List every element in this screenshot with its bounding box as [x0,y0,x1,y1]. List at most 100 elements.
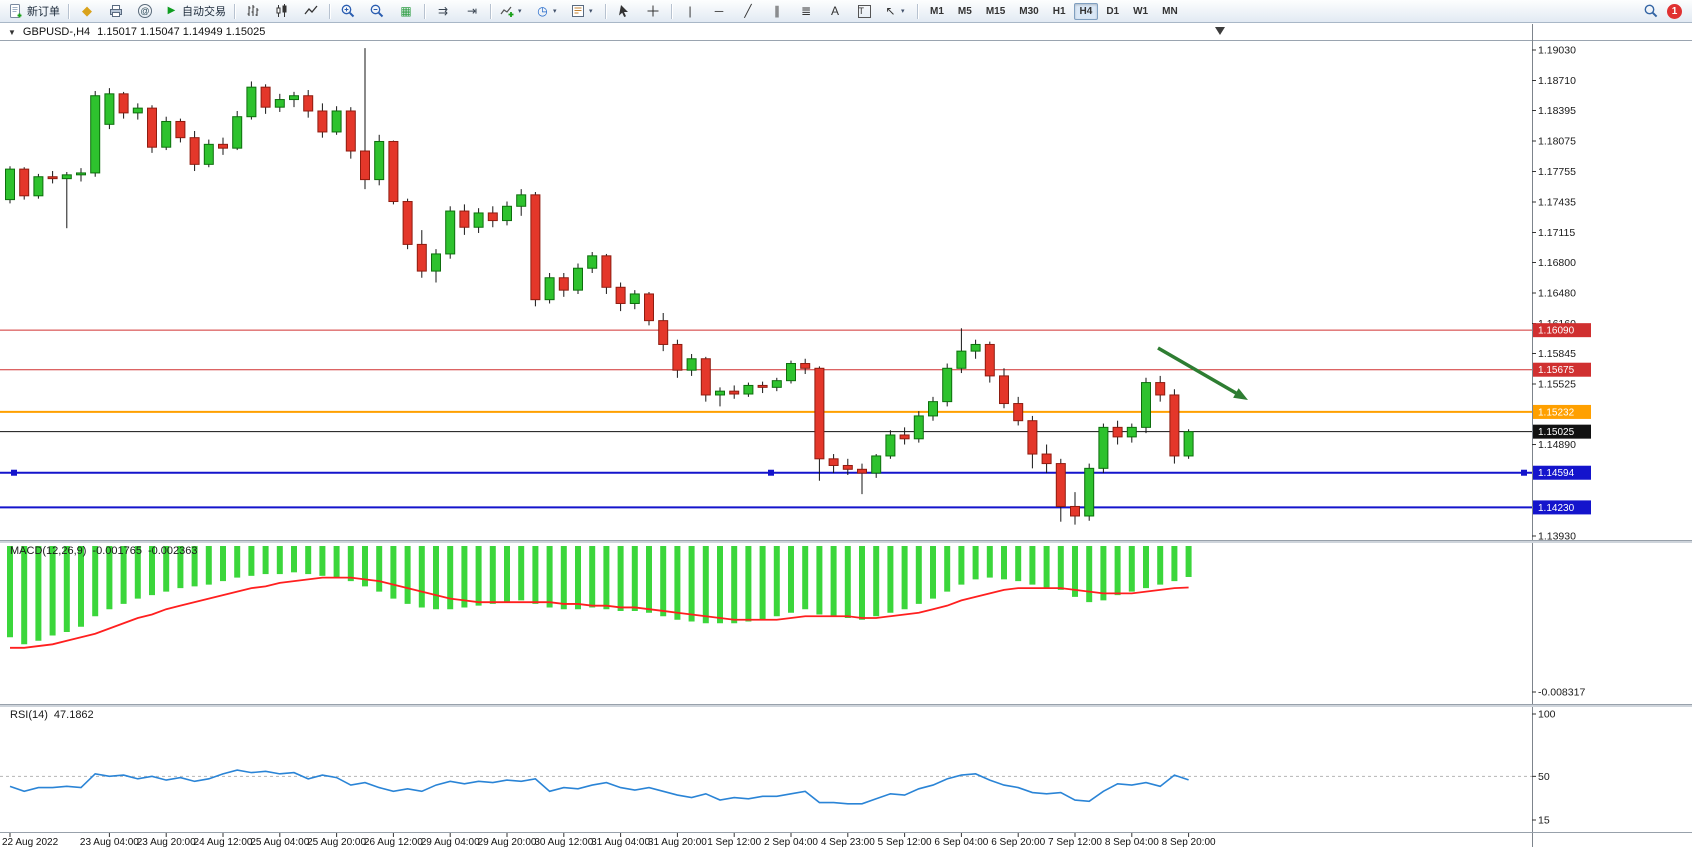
macd-value-main: -0.001765 [92,545,142,557]
price-tag [1533,323,1591,338]
bar-chart-button[interactable] [239,0,267,22]
trendline-button[interactable]: ╱ [734,0,762,22]
macd-signal-line [10,576,1189,649]
text-tool-button[interactable]: A [821,0,849,22]
auto-scroll-button[interactable]: ⇉ [429,0,457,22]
expert-advisors-button[interactable]: @ [131,0,159,22]
svg-text:1.17755: 1.17755 [1538,166,1576,178]
text-label-button[interactable]: T [850,0,878,22]
timeframe-button-h4[interactable]: H4 [1073,2,1099,20]
line-chart-icon [304,5,318,15]
rsi-value: 47.1862 [53,709,94,721]
chart-shift-marker[interactable] [1215,27,1225,35]
new-order-button[interactable]: 新订单 [4,0,64,22]
svg-text:7 Sep 12:00: 7 Sep 12:00 [1048,837,1102,847]
chart-title-bar: ▼ GBPUSD-,H4 1.15017 1.15047 1.14949 1.1… [8,26,265,38]
pane-separator[interactable] [0,704,1692,707]
fibonacci-button[interactable]: ≣ [792,0,820,22]
search-icon[interactable] [1643,3,1659,19]
toolbar-separator [671,3,672,19]
price-tag [1533,404,1591,419]
svg-text:6 Sep 20:00: 6 Sep 20:00 [991,837,1045,847]
svg-text:1 Sep 12:00: 1 Sep 12:00 [707,837,761,847]
timeframe-button-m15[interactable]: M15 [985,5,1006,17]
collapse-arrow-icon[interactable]: ▼ [8,27,16,37]
add-indicator-button[interactable]: ▾ [495,0,530,22]
zoom-in-button[interactable] [334,0,362,22]
zoom-out-button[interactable] [363,0,391,22]
expert-advisors-icon: @ [138,4,152,18]
autotrading-icon: ▶ [167,5,176,16]
candlestick-chart-button[interactable] [268,0,296,22]
print-icon [110,5,122,17]
svg-text:-0.008317: -0.008317 [1538,687,1585,699]
line-handle [768,469,774,476]
svg-text:1.18710: 1.18710 [1538,75,1576,87]
cursor-button[interactable] [610,0,638,22]
svg-text:1.14230: 1.14230 [1538,503,1575,514]
bar-chart-icon [247,5,259,16]
timeframe-button-d1[interactable]: D1 [1106,5,1120,17]
timeframe-button-mn[interactable]: MN [1162,5,1178,17]
cursor-icon [619,5,628,17]
equidistant-channel-button[interactable]: ∥ [763,0,791,22]
svg-text:1.16480: 1.16480 [1538,288,1576,300]
tile-windows-button[interactable]: ▦ [392,0,420,22]
svg-text:25 Aug 20:00: 25 Aug 20:00 [307,837,366,847]
vertical-line-button[interactable]: | [676,0,704,22]
svg-text:23 Aug 04:00: 23 Aug 04:00 [80,837,139,847]
line-chart-button[interactable] [297,0,325,22]
svg-text:2 Sep 04:00: 2 Sep 04:00 [764,837,818,847]
price-tag [1533,465,1591,480]
candlesticks [5,48,1194,525]
mql5-button[interactable]: ◆ [73,0,101,22]
autotrading-label: 自动交易 [182,6,226,18]
arrows-tool-button[interactable]: ↖ ▾ [879,0,913,22]
timeframe-button-m30[interactable]: M30 [1019,5,1039,17]
toolbar-separator [329,3,330,19]
periods-button[interactable]: ◷ ▾ [531,0,565,22]
timeframe-button-m5[interactable]: M5 [957,5,972,17]
text-label-icon: T [857,4,871,18]
svg-text:1.15845: 1.15845 [1538,348,1576,360]
toolbar-separator [234,3,235,19]
horizontal-price-lines[interactable] [0,329,1532,509]
pane-separator[interactable] [0,540,1692,543]
tile-windows-icon: ▦ [400,4,412,18]
svg-text:26 Aug 12:00: 26 Aug 12:00 [364,837,423,847]
svg-text:30 Aug 12:00: 30 Aug 12:00 [534,837,593,847]
svg-text:5 Sep 12:00: 5 Sep 12:00 [878,837,932,847]
toolbar-separator [605,3,606,19]
symbol-label: GBPUSD-,H4 [22,26,91,38]
auto-scroll-icon: ⇉ [437,4,449,18]
svg-text:50: 50 [1538,771,1550,783]
timeframe-button-w1[interactable]: W1 [1133,5,1149,17]
trend-arrow[interactable] [1157,346,1241,397]
text-tool-icon: A [830,4,839,18]
macd-panel [7,546,1192,649]
crosshair-button[interactable] [639,0,667,22]
print-button[interactable] [102,0,130,22]
notification-badge[interactable]: 1 [1667,3,1682,19]
svg-text:1.18395: 1.18395 [1538,105,1576,117]
svg-text:1.15675: 1.15675 [1538,365,1575,376]
horizontal-line-button[interactable]: ─ [705,0,733,22]
templates-button[interactable]: ▾ [566,0,601,22]
chart-shift-button[interactable]: ⇥ [458,0,486,22]
timeframe-button-m1[interactable]: M1 [930,5,944,17]
toolbar-right-group: 1 [1643,3,1688,19]
autotrading-button[interactable]: ▶ 自动交易 [160,0,230,22]
periods-icon: ◷ [537,4,548,18]
price-tag [1533,362,1591,377]
macd-name: MACD(12,26,9) [10,545,87,557]
arrows-tool-icon: ↖ [885,4,896,18]
new-order-label: 新订单 [27,6,60,18]
macd-value-signal: -0.002363 [147,545,198,557]
templates-icon [572,5,584,17]
price-axis[interactable]: 1.19030 1.18710 1.18395 1.18075 1.17755 1.174… [1532,24,1591,847]
svg-text:1.15025: 1.15025 [1538,427,1575,438]
timeframe-button-h1[interactable]: H1 [1052,5,1066,17]
